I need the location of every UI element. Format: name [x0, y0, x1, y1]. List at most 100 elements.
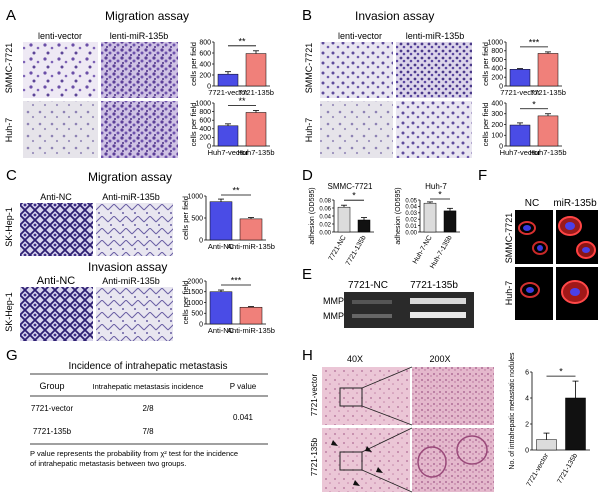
y-axis-label: cells per field [181, 196, 190, 240]
panel-E-band-nc-mmp2 [352, 314, 392, 318]
y-tick-label: 500 [191, 311, 203, 318]
y-axis-label: adhesion (OD595) [309, 187, 316, 244]
y-tick-label: 0 [199, 237, 203, 244]
x-tick-label: Huh-7-135b [429, 234, 454, 270]
bar-1 [217, 125, 239, 147]
panel-A-micrograph-135b-7721 [101, 42, 178, 98]
y-tick-label: 0.03 [405, 211, 417, 217]
y-tick-label: 400 [199, 126, 211, 133]
y-tick-label: 1000 [187, 300, 203, 307]
panel-B-micrograph-vector-7721 [320, 42, 393, 98]
bar-1 [509, 69, 531, 87]
y-tick-label: 6 [525, 369, 529, 376]
bar-1 [536, 439, 557, 451]
bar-2 [565, 397, 586, 451]
panel-H-arrows [331, 440, 383, 486]
table-title: Incidence of intrahepatic metastasis [69, 361, 228, 372]
panel-H-he-135b-40x [322, 428, 410, 492]
y-axis-label: cells per field [189, 103, 198, 147]
y-tick-label: 0 [525, 447, 529, 454]
panel-C-micrograph-nc-migration [20, 203, 93, 256]
bar-2 [245, 112, 267, 147]
y-tick-label: 300 [491, 111, 503, 118]
panel-C-letter: C [6, 167, 17, 184]
y-axis-label: No. of intrahepatic metastatic nodules [509, 352, 516, 470]
x-tick-label: 7721-135b [238, 88, 274, 97]
x-tick-label: Huh7-135b [237, 148, 274, 157]
panel-F-if-nc-7721 [515, 210, 553, 264]
y-tick-label: 600 [491, 57, 503, 64]
panel-B-col-right: lenti-miR-135b [406, 31, 465, 41]
panel-F-row-top: SMMC-7721 [504, 213, 514, 264]
panel-C-micrograph-nc-invasion [20, 287, 93, 341]
bar-2 [443, 210, 457, 233]
y-tick-label: 0.01 [405, 224, 417, 230]
panel-A-letter: A [6, 7, 16, 24]
y-tick-label: 1500 [187, 289, 203, 296]
panel-A-micrograph-vector-7721 [23, 42, 98, 98]
y-tick-label: 0.02 [319, 222, 331, 228]
x-tick-label: Anti-NC [208, 326, 235, 335]
y-axis-label: cells per field [181, 281, 190, 325]
significance-label: * [532, 99, 536, 109]
y-tick-label: 100 [491, 133, 503, 140]
y-tick-label: 1000 [195, 100, 211, 107]
panel-C-micrograph-anti-invasion [96, 287, 173, 341]
y-tick-label: 600 [199, 118, 211, 125]
panel-B-title: Invasion assay [355, 9, 434, 23]
y-tick-label: 0.00 [319, 230, 331, 236]
table-header-p-value: P value [230, 382, 257, 391]
significance-label: * [438, 190, 442, 200]
panel-B-letter: B [302, 7, 312, 24]
bar-1 [217, 73, 239, 87]
bar-1 [337, 206, 351, 233]
x-tick-label: 7721-vector [208, 88, 248, 97]
y-tick-label: 0 [499, 83, 503, 90]
y-tick-label: 0 [207, 83, 211, 90]
panel-E-band-135b-mmp2 [410, 312, 466, 318]
y-tick-label: 800 [199, 109, 211, 116]
panel-B-micrograph-135b-7721 [396, 42, 472, 98]
panel-C-col-left-top: Anti-NC [40, 192, 72, 202]
x-tick-label: Huh7-vector [500, 148, 541, 157]
bar-1 [509, 124, 531, 147]
panel-B-col-left: lenti-vector [338, 31, 382, 41]
panel-H-mag-low: 40X [347, 354, 363, 364]
y-tick-label: 400 [491, 66, 503, 73]
x-tick-label: 7721-135b [556, 452, 579, 485]
panel-H-mag-high: 200X [429, 354, 450, 364]
y-tick-label: 0 [499, 143, 503, 150]
significance-label: ** [238, 36, 246, 46]
x-tick-label: Anti-miR-135b [227, 326, 275, 335]
bar-2 [239, 218, 263, 241]
y-tick-label: 0.06 [319, 206, 331, 212]
y-tick-label: 200 [491, 75, 503, 82]
panel-E-letter: E [302, 266, 312, 283]
panel-C-row-bottom: SK-Hep-1 [4, 292, 14, 332]
y-tick-label: 200 [491, 122, 503, 129]
panel-C-micrograph-anti-migration [96, 203, 173, 256]
table-header-incidence: Intrahepatic metastasis incidence [93, 382, 204, 391]
table-cell-group-1: 7721-vector [31, 404, 74, 413]
y-axis-label: cells per field [481, 42, 490, 86]
significance-label: ** [238, 96, 246, 106]
y-tick-label: 800 [491, 48, 503, 55]
panel-G-letter: G [6, 347, 18, 364]
x-tick-label: Anti-miR-135b [227, 242, 275, 251]
panel-E-gel [344, 292, 474, 328]
panel-F-col-left: NC [525, 198, 539, 209]
panel-A-micrograph-vector-huh7 [23, 101, 98, 158]
panel-A-col-left: lenti-vector [38, 31, 82, 41]
bar-1 [209, 291, 233, 325]
y-axis-label: adhesion (OD595) [395, 187, 402, 244]
bar-2 [239, 306, 263, 325]
y-tick-label: 0 [207, 143, 211, 150]
panel-C-col-left-bottom: Anti-NC [37, 275, 76, 287]
y-tick-label: 4 [525, 395, 529, 402]
panel-A-micrograph-135b-huh7 [101, 101, 178, 158]
panel-E-lane-1: 7721-NC [348, 280, 388, 291]
